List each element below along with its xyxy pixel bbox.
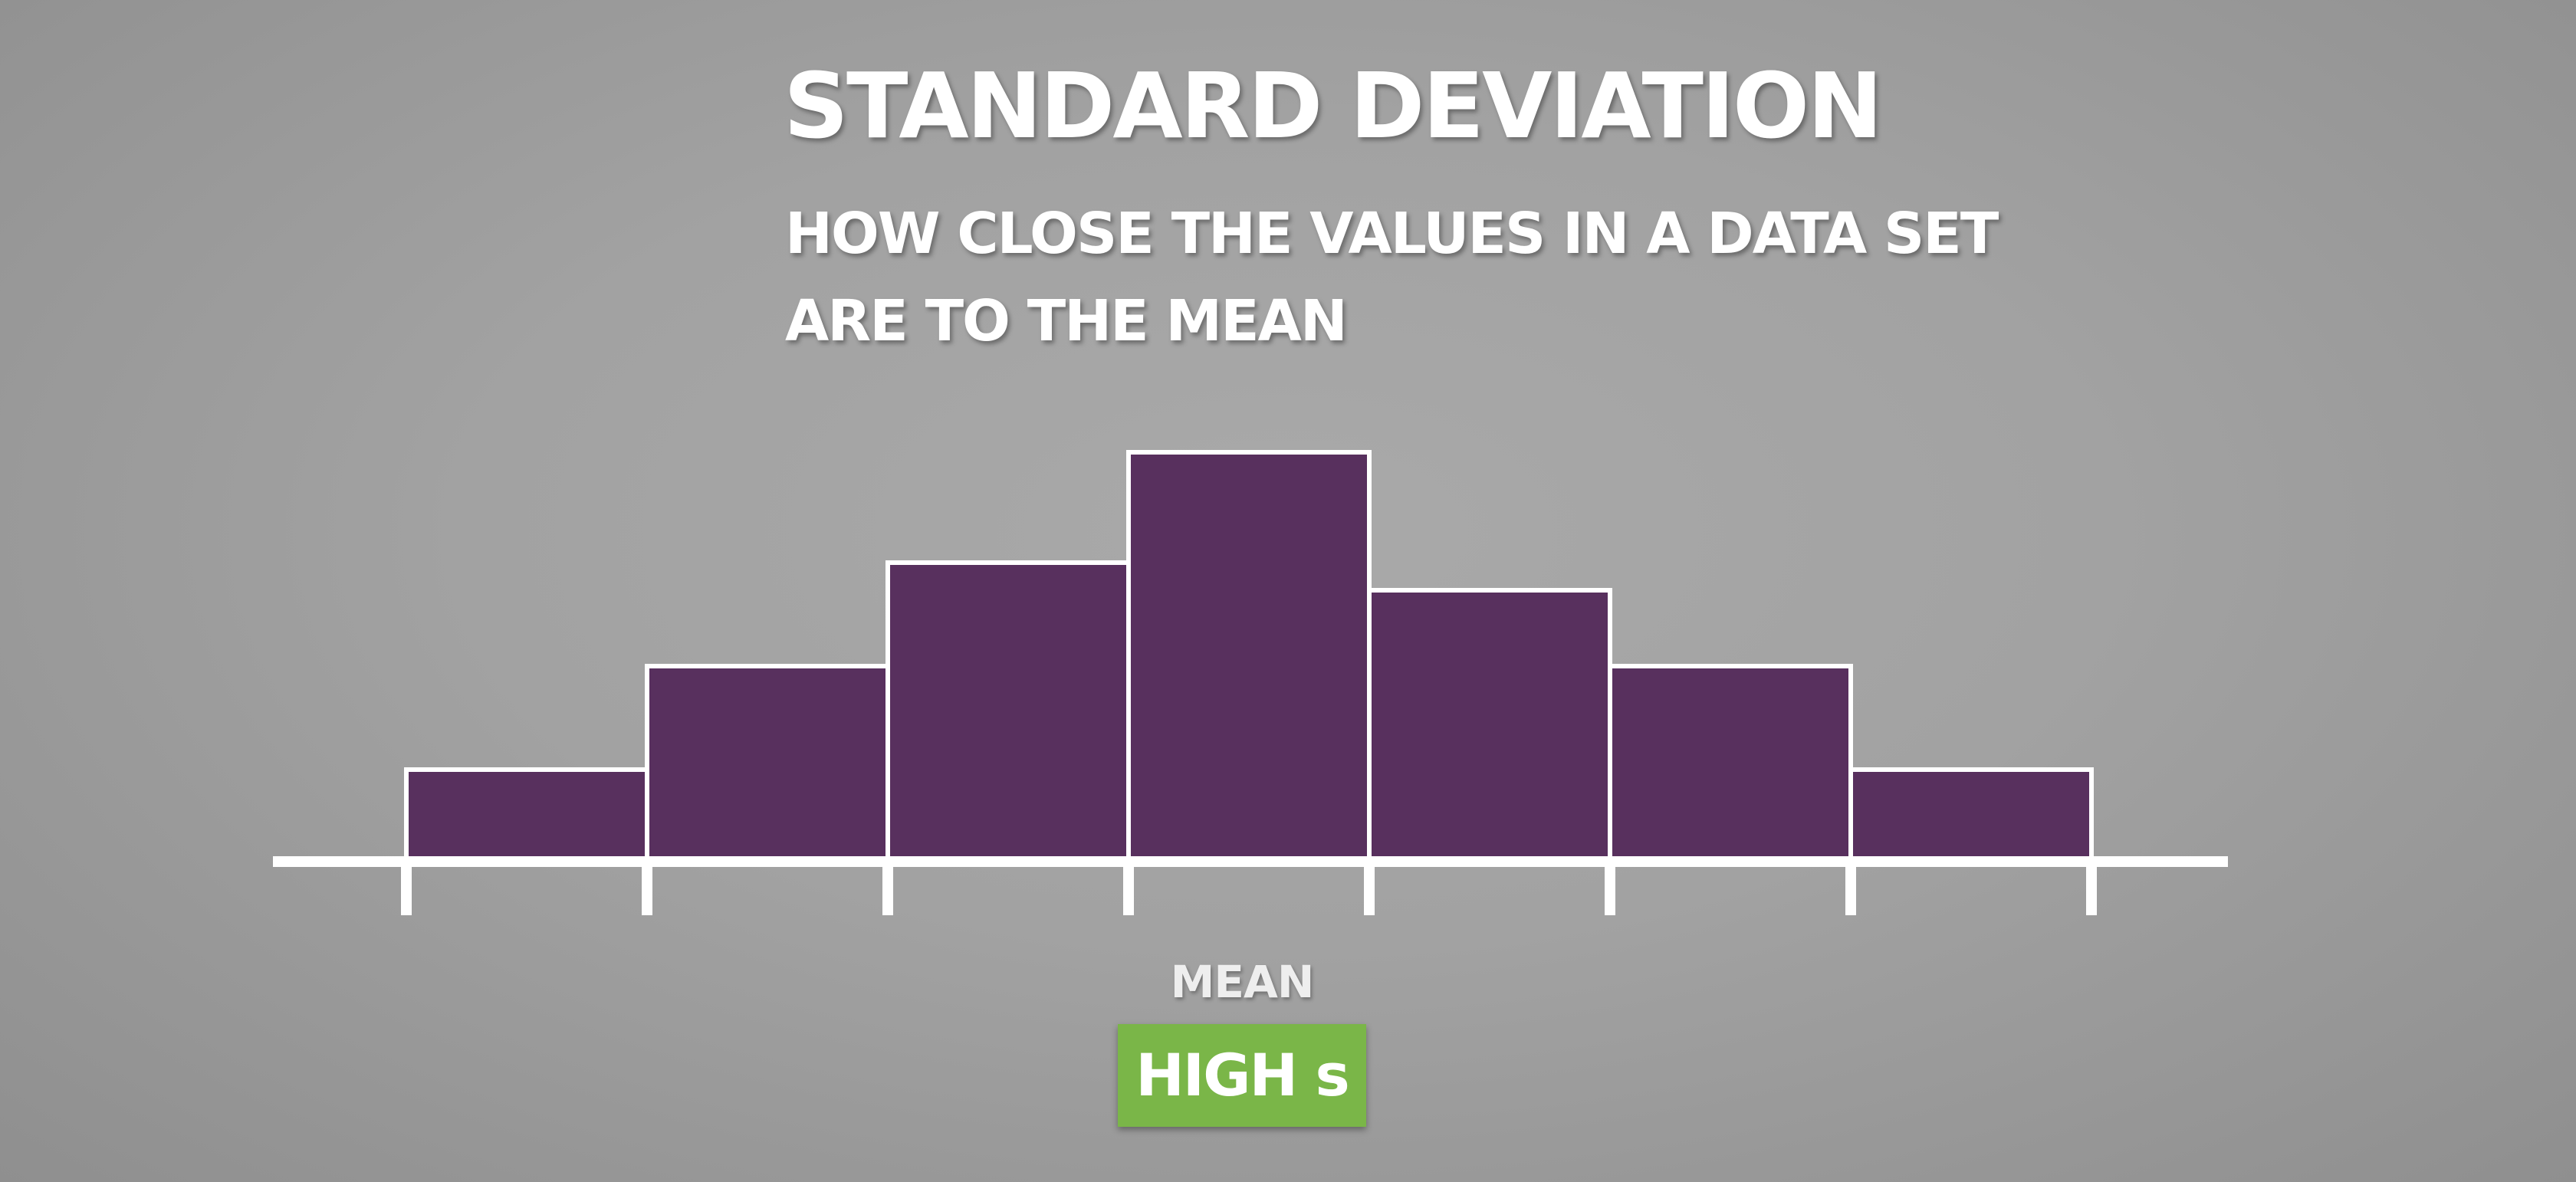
histogram-bar-6	[1608, 664, 1853, 864]
histogram-bar-1	[404, 767, 649, 864]
chart-title: STANDARD DEVIATION	[784, 53, 1883, 159]
histogram-bar-2	[645, 664, 890, 864]
histogram-bar-5	[1367, 588, 1612, 864]
subtitle-line-2: ARE TO THE MEAN	[785, 288, 1348, 354]
histogram-bar-7	[1848, 767, 2094, 864]
subtitle-line-1: HOW CLOSE THE VALUES IN A DATA SET	[785, 201, 1999, 267]
histogram-bar-4	[1126, 450, 1372, 864]
mean-label: MEAN	[1170, 956, 1315, 1008]
chart-subtitle: HOW CLOSE THE VALUES IN A DATA SET ARE T…	[785, 190, 2165, 365]
high-s-badge: HIGH s	[1118, 1024, 1366, 1127]
histogram-bar-3	[886, 560, 1131, 864]
